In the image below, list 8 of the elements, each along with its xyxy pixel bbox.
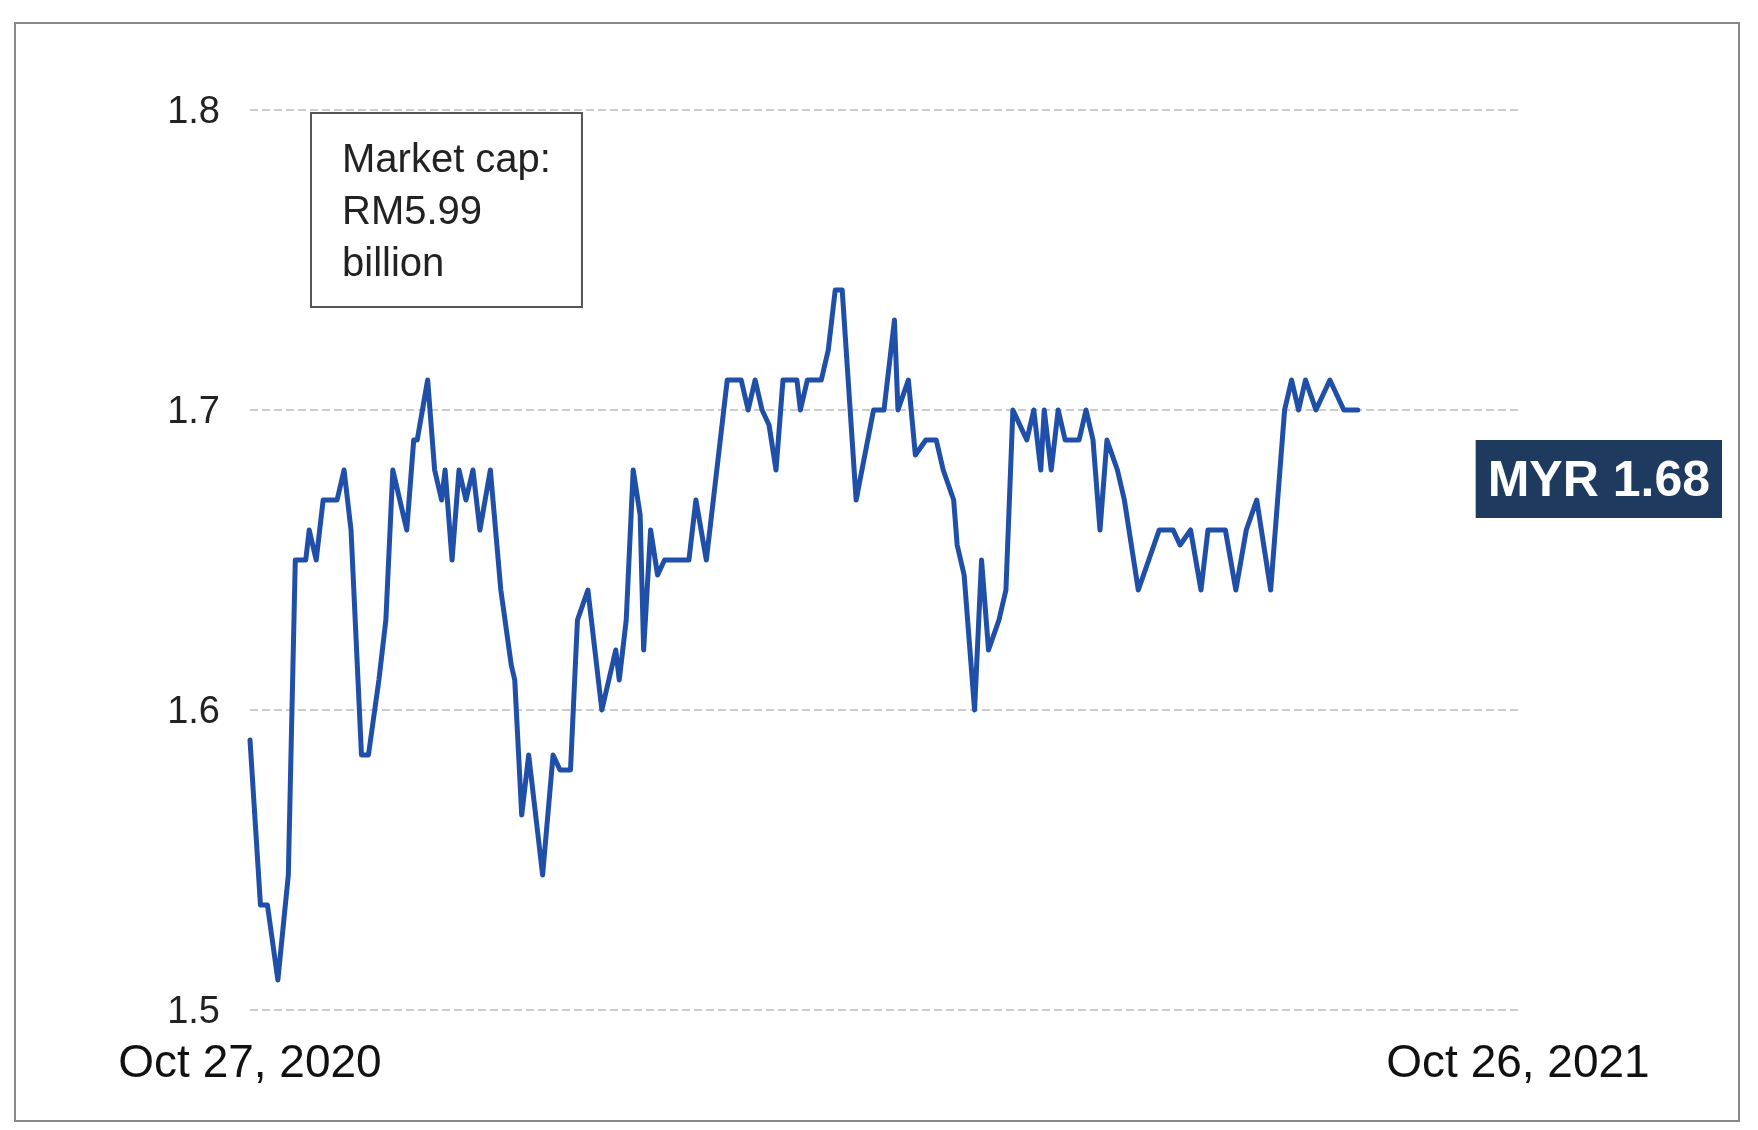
y-tick-label: 1.5 (167, 989, 220, 1031)
x-tick-label: Oct 26, 2021 (1386, 1035, 1650, 1087)
x-tick-label: Oct 27, 2020 (118, 1035, 382, 1087)
y-tick-label: 1.7 (167, 389, 220, 431)
y-tick-label: 1.6 (167, 689, 220, 731)
annotation: Market cap: RM5.99 billion (342, 136, 551, 284)
y-tick-label: 1.8 (167, 89, 220, 131)
annotation: MYR 1.68 (1487, 451, 1711, 507)
